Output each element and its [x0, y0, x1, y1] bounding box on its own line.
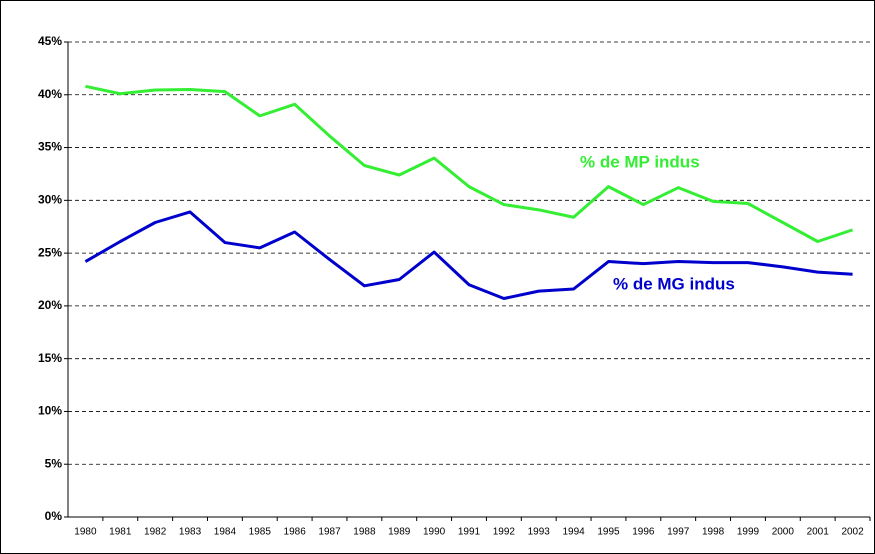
y-tick-label: 15%	[38, 351, 62, 365]
x-tick-label: 1999	[737, 527, 760, 538]
x-tick-label: 1993	[528, 527, 551, 538]
x-tick-label: 1998	[702, 527, 725, 538]
x-tick-label: 1983	[179, 527, 202, 538]
x-tick-label: 1988	[353, 527, 376, 538]
y-tick-label: 25%	[38, 245, 62, 259]
x-tick-label: 2000	[772, 527, 795, 538]
series-line	[84, 210, 853, 300]
x-tick-label: 1984	[214, 527, 237, 538]
x-tick-label: 2001	[807, 527, 830, 538]
x-tick-label: 1985	[249, 527, 272, 538]
x-tick-label: 1981	[109, 527, 132, 538]
y-tick-label: 35%	[38, 140, 62, 154]
x-tick-label: 1987	[318, 527, 341, 538]
series-label: % de MG indus	[613, 274, 735, 293]
x-tick-label: 1986	[284, 527, 307, 538]
y-tick-label: 0%	[45, 509, 63, 523]
x-tick-label: 1992	[493, 527, 516, 538]
x-tick-label: 1995	[597, 527, 620, 538]
x-tick-label: 1994	[562, 527, 585, 538]
x-tick-label: 1982	[144, 527, 167, 538]
y-tick-label: 30%	[38, 193, 62, 207]
y-tick-label: 40%	[38, 87, 62, 101]
y-tick-label: 45%	[38, 34, 62, 48]
x-tick-label: 2002	[841, 527, 864, 538]
x-tick-label: 1990	[423, 527, 446, 538]
x-tick-label: 1996	[632, 527, 655, 538]
series-label: % de MP indus	[580, 152, 700, 171]
x-tick-label: 1997	[667, 527, 690, 538]
y-tick-label: 10%	[38, 404, 62, 418]
series-line	[85, 84, 854, 243]
x-tick-label: 1989	[388, 527, 411, 538]
y-tick-label: 20%	[38, 298, 62, 312]
y-tick-label: 5%	[45, 456, 63, 470]
x-tick-label: 1980	[74, 527, 97, 538]
x-tick-label: 1991	[458, 527, 481, 538]
